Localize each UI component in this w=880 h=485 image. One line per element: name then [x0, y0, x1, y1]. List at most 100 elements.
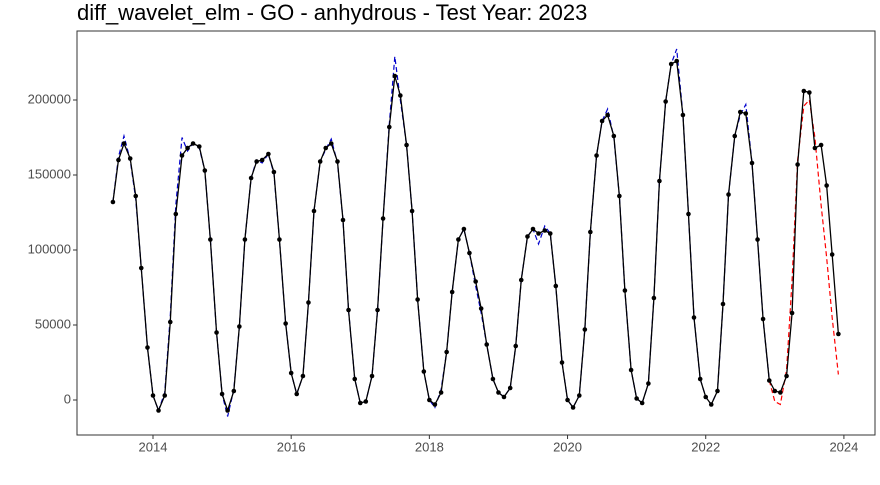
point: [306, 300, 311, 305]
point: [617, 193, 622, 199]
point: [259, 157, 265, 163]
point: [190, 141, 196, 146]
point: [501, 394, 507, 400]
point: [461, 226, 467, 232]
point: [323, 145, 329, 151]
point: [732, 133, 738, 139]
point: [518, 277, 524, 283]
point: [749, 160, 755, 166]
series-line: [112, 48, 770, 417]
point: [784, 373, 789, 379]
point: [668, 61, 674, 67]
point: [427, 397, 432, 403]
point: [559, 360, 565, 365]
chart-title: diff_wavelet_elm - GO - anhydrous - Test…: [77, 0, 587, 25]
y-tick-label: 100000: [28, 241, 71, 256]
y-tick-label: 50000: [35, 316, 71, 331]
point: [363, 399, 369, 404]
point: [778, 390, 783, 395]
point: [369, 373, 375, 379]
point: [634, 396, 639, 401]
point: [622, 288, 628, 293]
plot-border: [76, 30, 876, 436]
point: [254, 159, 259, 164]
point: [496, 390, 501, 395]
point: [691, 315, 697, 320]
point: [121, 141, 127, 146]
point: [444, 349, 449, 355]
point: [467, 250, 472, 256]
point: [311, 208, 317, 214]
point: [150, 393, 156, 398]
point: [283, 321, 288, 326]
point: [219, 391, 225, 397]
point: [599, 118, 605, 124]
y-tick-label: 0: [64, 391, 71, 406]
point: [807, 90, 812, 95]
point: [438, 390, 444, 395]
point: [824, 183, 829, 188]
point: [248, 175, 254, 181]
point: [490, 376, 496, 382]
point: [605, 112, 610, 118]
point: [484, 342, 490, 347]
y-tick-label: 200000: [28, 91, 71, 106]
point: [737, 109, 743, 115]
point: [237, 324, 242, 329]
point: [766, 378, 772, 383]
point: [225, 408, 230, 413]
point: [242, 237, 248, 242]
point: [317, 159, 323, 164]
point: [789, 310, 795, 316]
point: [357, 400, 363, 406]
point: [208, 237, 213, 242]
point: [386, 124, 392, 130]
point: [507, 385, 513, 391]
point: [449, 289, 455, 295]
point: [588, 229, 593, 235]
point: [547, 231, 553, 236]
point: [404, 142, 409, 148]
point: [335, 159, 340, 164]
point: [674, 58, 680, 64]
series-line: [768, 98, 839, 406]
point: [525, 234, 530, 239]
point: [127, 156, 133, 161]
point: [726, 192, 731, 197]
point: [409, 208, 415, 214]
point: [772, 388, 778, 394]
x-tick-label: 2024: [829, 439, 858, 454]
point: [697, 376, 703, 382]
point: [829, 252, 835, 257]
point: [565, 397, 570, 403]
point: [478, 306, 484, 311]
point: [346, 307, 351, 313]
point: [214, 330, 219, 335]
point: [611, 133, 617, 139]
point: [415, 297, 420, 302]
point: [703, 394, 709, 400]
point: [720, 301, 726, 307]
point: [328, 141, 334, 146]
point: [116, 157, 121, 163]
x-tick-label: 2020: [553, 439, 582, 454]
point: [686, 211, 691, 217]
point: [536, 231, 541, 236]
point: [138, 265, 144, 271]
point: [352, 376, 358, 382]
point: [156, 408, 161, 413]
point: [646, 381, 651, 386]
point: [185, 145, 190, 151]
point: [456, 237, 461, 242]
point: [294, 391, 300, 397]
x-tick-label: 2016: [277, 439, 306, 454]
point: [812, 145, 818, 151]
point: [375, 307, 380, 313]
point: [421, 369, 427, 374]
point: [651, 295, 657, 301]
point: [594, 153, 599, 158]
point: [473, 279, 478, 284]
point: [542, 228, 548, 233]
point: [576, 393, 582, 398]
